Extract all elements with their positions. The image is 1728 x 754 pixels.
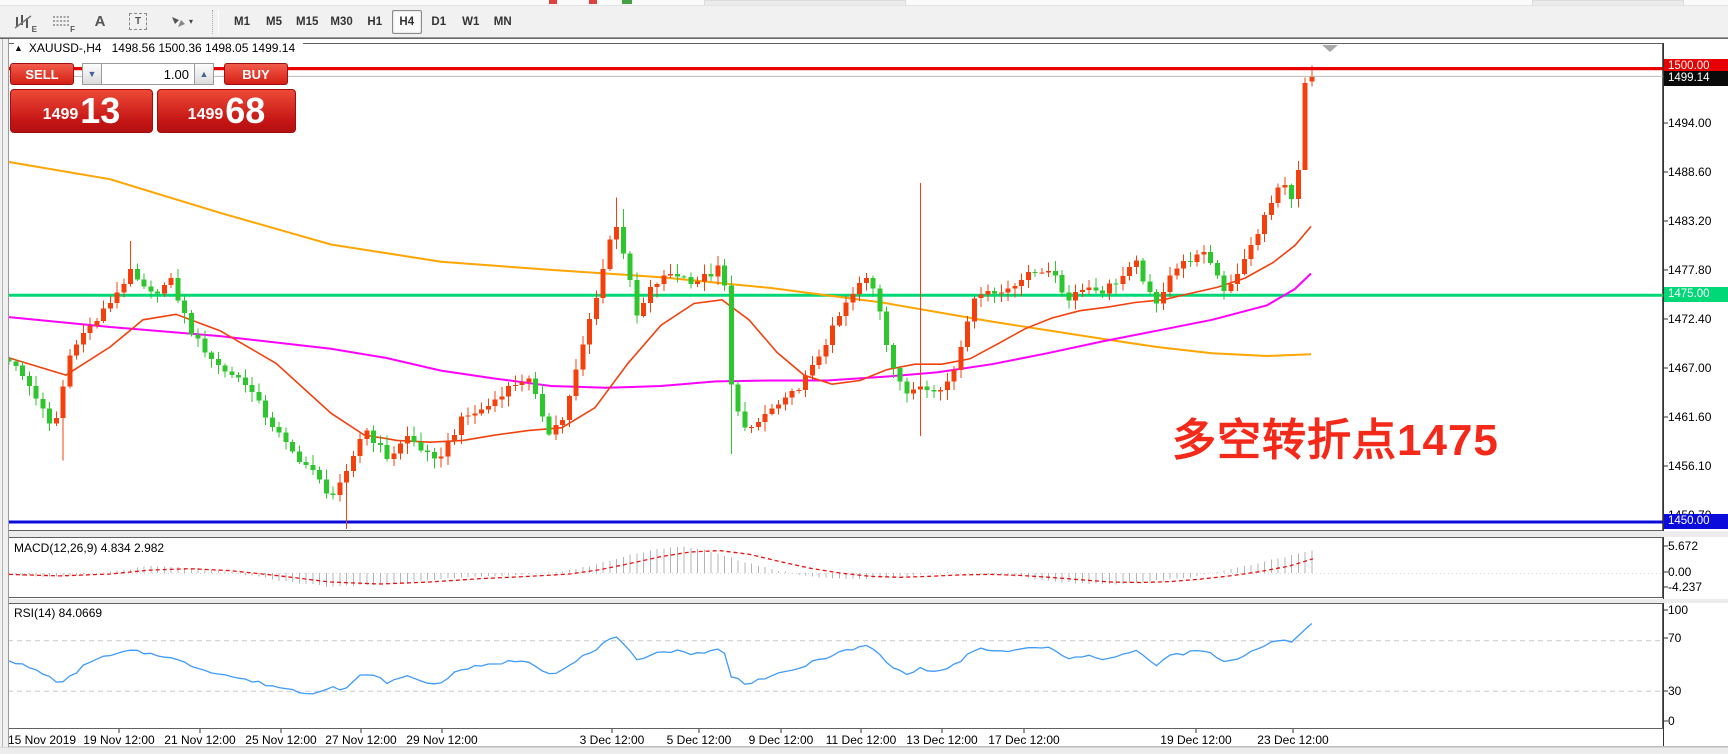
rsi-tick-label: 100	[1668, 603, 1689, 617]
timeframe-button-w1[interactable]: W1	[456, 10, 486, 34]
toolbar-separator	[212, 9, 219, 34]
time-tick-label: 17 Dec 12:00	[988, 733, 1060, 747]
chart-ohlc-values: 1498.56 1500.36 1498.05 1499.14	[111, 41, 296, 55]
rsi-tick-label: 0	[1668, 714, 1675, 728]
indicators-chart-icon[interactable]: E	[8, 8, 40, 36]
window-bottom-strip	[0, 747, 1728, 754]
time-tick-label: 19 Dec 12:00	[1160, 733, 1232, 747]
time-tick-label: 15 Nov 2019	[8, 733, 77, 747]
top-fragment-red	[549, 0, 557, 4]
top-fragment-green	[622, 0, 632, 4]
top-fragment-red2	[589, 0, 597, 4]
time-tick-label: 25 Nov 12:00	[245, 733, 317, 747]
time-tick-label: 27 Nov 12:00	[325, 733, 397, 747]
macd-indicator-label: MACD(12,26,9) 4.834 2.982	[14, 541, 165, 555]
font-tool-icon[interactable]: A	[84, 8, 116, 36]
ma-orange-line	[8, 161, 1312, 358]
text-label-letter: T	[129, 13, 147, 30]
main-toolbar: E F A T ▾	[0, 5, 1728, 38]
chart-symbol-period: XAUUSD-,H4	[28, 41, 102, 55]
macd-tick-label: 5.672	[1668, 539, 1699, 553]
price-tick-label: 1472.40	[1668, 312, 1712, 326]
price-tick-label: 1456.10	[1668, 459, 1712, 473]
trade-panel-controls-row: SELL ▼ ▲ BUY	[10, 62, 300, 86]
chart-collapse-icon[interactable]: ▲	[14, 43, 23, 53]
sell-price-base: 1499	[42, 106, 79, 123]
candlesticks-group	[6, 65, 1315, 530]
time-tick-label: 13 Dec 12:00	[906, 733, 978, 747]
buy-price-tile[interactable]: 1499 68	[157, 89, 296, 133]
time-tick-label: 19 Nov 12:00	[83, 733, 155, 747]
timeframe-button-d1[interactable]: D1	[424, 10, 454, 34]
volume-stepper: ▼ ▲	[82, 63, 214, 85]
time-tick-label: 5 Dec 12:00	[666, 733, 732, 747]
panel-splitter-macd[interactable]	[0, 531, 1728, 537]
macd-tick-label: 0.00	[1668, 565, 1692, 579]
chart-title-bar: ▲ XAUUSD-,H4 1498.56 1500.36 1498.05 149…	[14, 41, 304, 56]
buy-button[interactable]: BUY	[224, 63, 288, 85]
price-line-label: 1475.00	[1664, 287, 1728, 302]
price-tick-label: 1461.60	[1668, 410, 1712, 424]
time-tick-label: 29 Nov 12:00	[406, 733, 478, 747]
ma-magenta-line	[8, 272, 1312, 389]
rsi-tick-label: 30	[1668, 684, 1682, 698]
timeframe-button-m15[interactable]: M15	[291, 10, 323, 34]
font-tool-letter: A	[94, 13, 106, 30]
macd-signal-line	[8, 549, 1314, 585]
time-tick-label: 11 Dec 12:00	[825, 733, 897, 747]
drawing-tools-group: E F A T ▾	[8, 8, 202, 36]
grid-fibonacci-icon[interactable]: F	[46, 8, 78, 36]
volume-decrease-button[interactable]: ▼	[82, 63, 102, 85]
volume-increase-button[interactable]: ▲	[194, 63, 214, 85]
macd-histogram	[8, 546, 1313, 587]
price-tick-label: 1488.60	[1668, 165, 1712, 179]
time-tick-label: 21 Nov 12:00	[164, 733, 236, 747]
price-tick-label: 1494.00	[1668, 116, 1712, 130]
timeframe-button-h1[interactable]: H1	[360, 10, 390, 34]
rsi-indicator-label: RSI(14) 84.0669	[14, 606, 103, 620]
chart-annotation-text: 多空转折点1475	[1172, 416, 1499, 465]
volume-input[interactable]	[102, 63, 194, 85]
buy-price-base: 1499	[187, 106, 224, 123]
chart-window-left-frame	[0, 39, 9, 754]
timeframe-button-m30[interactable]: M30	[325, 10, 357, 34]
ma-red-line	[8, 225, 1312, 444]
price-tick-label: 1467.00	[1668, 361, 1712, 375]
sell-price-tile[interactable]: 1499 13	[10, 89, 153, 133]
price-tick-label: 1483.20	[1668, 214, 1712, 228]
one-click-trading-panel: SELL ▼ ▲ BUY 1499 13 1499 68	[10, 62, 300, 133]
sell-button[interactable]: SELL	[10, 63, 74, 85]
icon-badge-e: E	[31, 24, 37, 34]
price-line-label: 1450.00	[1664, 514, 1728, 529]
timeframe-buttons-group: M1 M5 M15 M30 H1 H4 D1 W1 MN	[227, 9, 518, 34]
trade-price-tiles: 1499 13 1499 68	[10, 89, 300, 133]
chevron-down-icon: ▾	[188, 17, 193, 26]
timeframe-button-m5[interactable]: M5	[259, 10, 289, 34]
macd-tick-label: -4.237	[1668, 580, 1703, 594]
text-label-tool-icon[interactable]: T	[122, 8, 154, 36]
price-line-label: 1500.00	[1664, 59, 1728, 74]
price-line-label: 1499.14	[1664, 71, 1728, 86]
buy-price-pips: 68	[225, 90, 266, 131]
icon-badge-f: F	[70, 24, 75, 34]
chart-shift-marker-icon[interactable]	[1322, 45, 1338, 52]
chart-window-top-border	[0, 38, 1728, 39]
timeframe-button-m1[interactable]: M1	[227, 10, 257, 34]
time-tick-label: 23 Dec 12:00	[1257, 733, 1329, 747]
price-tick-label: 1477.80	[1668, 263, 1712, 277]
cursor-arrows-icon[interactable]: ▾	[160, 8, 202, 36]
time-tick-label: 3 Dec 12:00	[579, 733, 645, 747]
timeframe-button-h4[interactable]: H4	[391, 9, 422, 34]
rsi-tick-label: 70	[1668, 631, 1682, 645]
panel-splitter-rsi[interactable]	[0, 599, 1728, 603]
rsi-line	[8, 623, 1313, 695]
timeframe-button-mn[interactable]: MN	[488, 10, 518, 34]
sell-price-pips: 13	[80, 90, 121, 131]
time-tick-label: 9 Dec 12:00	[748, 733, 814, 747]
